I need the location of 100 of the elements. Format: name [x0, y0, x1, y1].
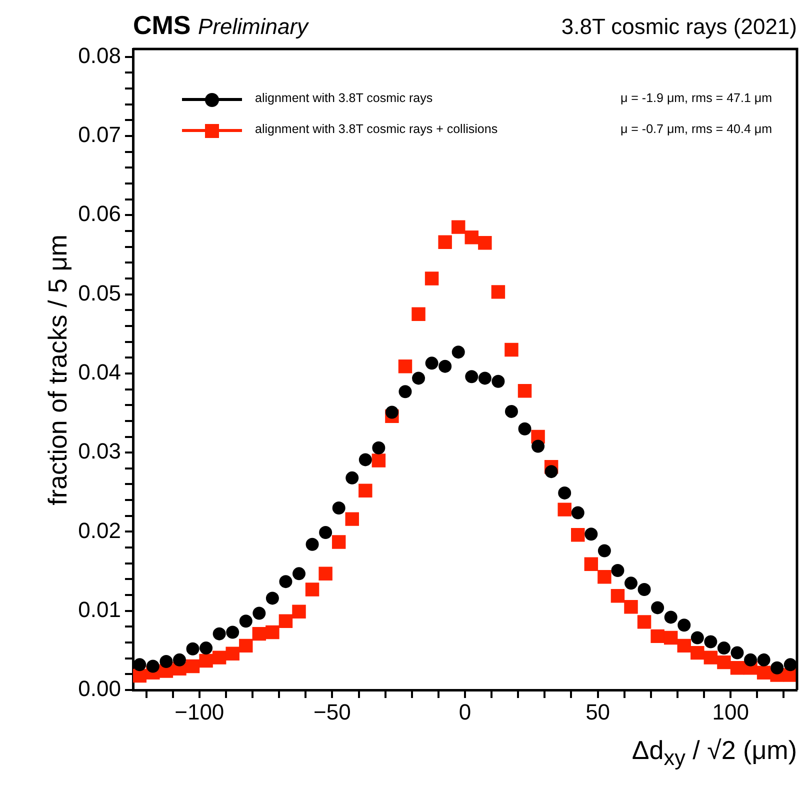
point: [358, 453, 372, 466]
point: [757, 653, 770, 666]
point: [412, 307, 426, 321]
y-tick-label: 0.01: [78, 596, 121, 622]
point: [571, 506, 584, 520]
point: [558, 502, 572, 516]
y-tick-label: 0.04: [78, 360, 121, 385]
point: [464, 230, 479, 244]
point: [610, 588, 625, 603]
point: [478, 372, 492, 385]
y-tick-label: 0.06: [78, 201, 121, 226]
point: [677, 638, 691, 653]
point: [690, 631, 704, 644]
point: [292, 604, 306, 619]
annotation: μ = -1.9 μm, rms = 47.1 μm: [620, 91, 772, 105]
point: [398, 385, 412, 398]
point: [518, 384, 532, 398]
point: [598, 570, 612, 584]
point: [504, 342, 518, 357]
point: [638, 582, 651, 596]
x-tick-label: −100: [174, 699, 224, 724]
point: [770, 661, 784, 674]
point: [319, 526, 332, 540]
point: [332, 535, 346, 549]
point: [744, 653, 758, 666]
point: [544, 465, 558, 478]
point: [212, 650, 226, 664]
y-tick-label: 0.02: [78, 518, 121, 543]
point: [292, 567, 306, 580]
point: [252, 626, 266, 641]
legend-label: alignment with 3.8T cosmic rays: [255, 91, 433, 105]
point: [186, 642, 200, 656]
point: [278, 614, 293, 628]
point: [199, 654, 213, 668]
y-tick-label: 0.03: [78, 438, 121, 464]
point: [305, 582, 320, 596]
x-tick-label: 50: [586, 699, 610, 724]
y-tick-label: 0.05: [78, 280, 121, 306]
point: [424, 272, 439, 286]
point: [239, 614, 252, 628]
point: [186, 659, 200, 674]
point: [651, 601, 664, 614]
point: [438, 235, 452, 249]
point: [133, 658, 146, 672]
point: [704, 635, 718, 648]
point: [532, 440, 545, 453]
point: [345, 512, 359, 526]
point: [518, 422, 532, 436]
point: [358, 484, 372, 498]
point: [465, 370, 478, 384]
point: [611, 564, 624, 578]
chart-subtitle: 3.8T cosmic rays (2021): [561, 14, 797, 40]
point: [452, 346, 465, 359]
point: [332, 501, 346, 514]
point: [717, 655, 731, 670]
x-tick-label: −50: [314, 699, 351, 724]
point: [584, 557, 598, 572]
point: [252, 606, 266, 620]
point: [678, 618, 691, 632]
point: [690, 646, 704, 660]
annotation: μ = -0.7 μm, rms = 40.4 μm: [620, 122, 772, 136]
y-tick-label: 0.07: [78, 122, 121, 148]
point: [172, 653, 186, 666]
point: [200, 642, 213, 655]
point: [266, 592, 279, 605]
point: [146, 660, 160, 673]
chart-title: CMS Preliminary: [133, 10, 308, 40]
point: [650, 629, 664, 644]
point: [372, 454, 386, 468]
y-tick-label: 0.08: [78, 42, 121, 68]
point: [664, 610, 678, 624]
point: [492, 374, 505, 388]
point: [504, 404, 518, 418]
point: [491, 285, 506, 299]
point: [346, 471, 359, 484]
point: [756, 666, 771, 680]
point: [624, 576, 638, 590]
legend-label: alignment with 3.8T cosmic rays + collisions: [255, 122, 498, 136]
point: [266, 625, 280, 640]
point: [160, 655, 173, 668]
point: [664, 630, 678, 645]
point: [438, 360, 452, 373]
point: [412, 372, 426, 385]
point: [306, 538, 319, 551]
point: [730, 660, 744, 675]
point: [704, 650, 718, 664]
point: [425, 356, 438, 370]
point: [239, 638, 253, 653]
point: [279, 575, 292, 588]
point: [385, 406, 398, 419]
point: [784, 658, 797, 672]
point: [398, 359, 412, 374]
point: [212, 627, 226, 640]
x-tick-label: 100: [712, 699, 749, 724]
y-axis-title: fraction of tracks / 5 μm: [42, 234, 74, 506]
point: [730, 646, 744, 660]
x-axis-title: Δd$_{xy}$ / √2 (μm): [632, 735, 797, 772]
point: [598, 544, 611, 558]
point: [717, 642, 730, 655]
y-tick-label: 0.00: [78, 676, 121, 702]
